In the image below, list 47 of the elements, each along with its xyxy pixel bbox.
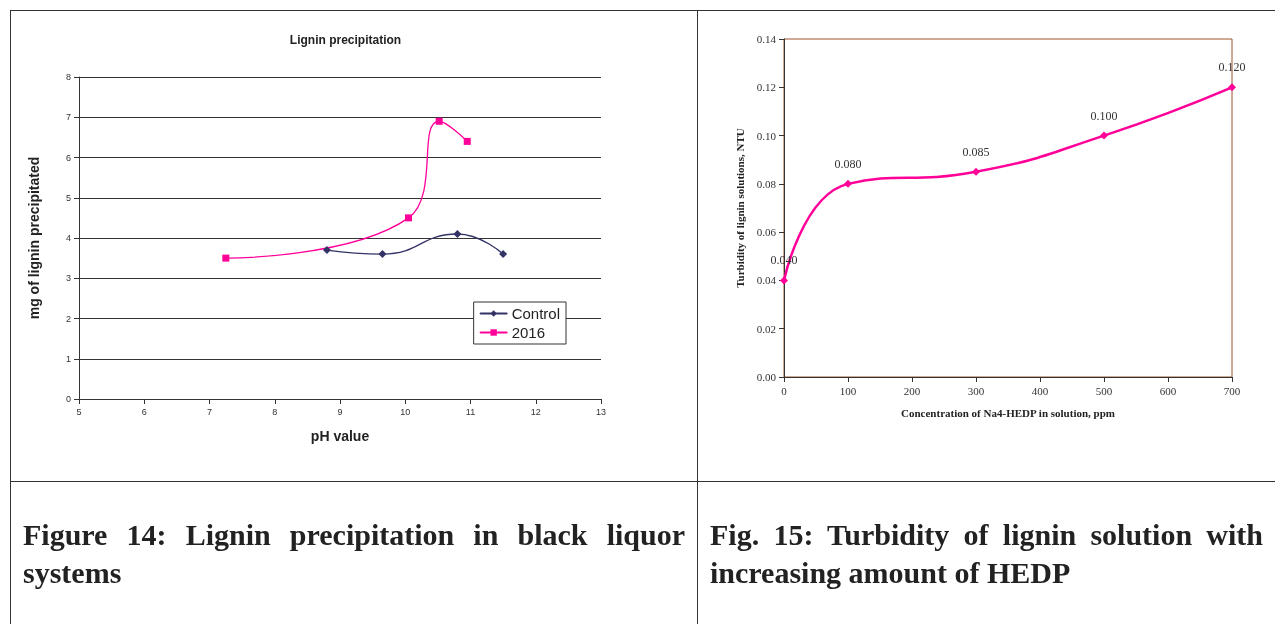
x-tick-label: 700 bbox=[1223, 384, 1241, 397]
x-tick-label: 6 bbox=[141, 406, 147, 417]
y-tick-label: 0.06 bbox=[756, 226, 777, 239]
y-tick-label: 0.04 bbox=[756, 274, 777, 287]
caption: Figure 14: Lignin precipitation in black liquor systems bbox=[23, 517, 685, 591]
y-tick-label: 4 bbox=[65, 233, 71, 243]
data-label: 0.100 bbox=[1090, 108, 1118, 123]
x-tick-label: 10 bbox=[400, 406, 411, 417]
caption: Fig. 15: Turbidity of lignin solution with increasing amount of HEDP bbox=[710, 517, 1263, 591]
data-label: 0.085 bbox=[962, 144, 990, 159]
x-tick-label: 300 bbox=[967, 384, 985, 397]
x-tick-label: 13 bbox=[595, 406, 607, 417]
y-axis-title: mg of lignin precipitated bbox=[26, 156, 42, 320]
y-tick-label: 0 bbox=[65, 394, 71, 404]
x-tick-label: 200 bbox=[903, 384, 921, 397]
x-tick-label: 7 bbox=[206, 406, 213, 417]
y-tick-label: 8 bbox=[65, 72, 71, 82]
x-tick-label: 11 bbox=[465, 406, 476, 417]
data-label: 0.080 bbox=[834, 156, 862, 171]
x-tick-label: 0 bbox=[781, 384, 788, 397]
x-tick-label: 9 bbox=[337, 406, 343, 417]
y-tick-label: 6 bbox=[65, 152, 71, 163]
y-axis-title: Turbidity of lignin solutions, NTU bbox=[734, 128, 747, 288]
legend-label: 2016 bbox=[511, 324, 546, 341]
x-tick-label: 600 bbox=[1159, 384, 1177, 397]
x-tick-label: 400 bbox=[1031, 384, 1049, 397]
y-tick-label: 0.02 bbox=[756, 322, 776, 335]
x-tick-label: 100 bbox=[839, 384, 857, 397]
y-tick-label: 0.14 bbox=[756, 33, 777, 45]
x-tick-label: 12 bbox=[530, 406, 541, 417]
y-tick-label: 1 bbox=[65, 353, 71, 364]
y-tick-label: 0.10 bbox=[756, 129, 777, 142]
data-label: 0.120 bbox=[1218, 60, 1246, 75]
y-tick-label: 5 bbox=[65, 192, 71, 203]
x-tick-label: 8 bbox=[272, 406, 278, 417]
y-tick-label: 0.00 bbox=[756, 371, 777, 383]
y-tick-label: 3 bbox=[65, 273, 71, 284]
y-tick-label: 2 bbox=[65, 313, 71, 324]
x-tick-label: 5 bbox=[76, 406, 82, 417]
x-axis-title: pH value bbox=[310, 428, 370, 444]
x-tick-label: 500 bbox=[1095, 384, 1113, 397]
y-tick-label: 0.08 bbox=[756, 177, 777, 190]
y-tick-label: 0.12 bbox=[756, 81, 776, 94]
chart-title: Lignin precipitation bbox=[289, 33, 402, 47]
legend-label: Control bbox=[511, 305, 560, 322]
y-tick-label: 7 bbox=[65, 112, 71, 123]
x-axis-title: Concentration of Na4-HEDP in solution, ppm bbox=[901, 406, 1115, 419]
